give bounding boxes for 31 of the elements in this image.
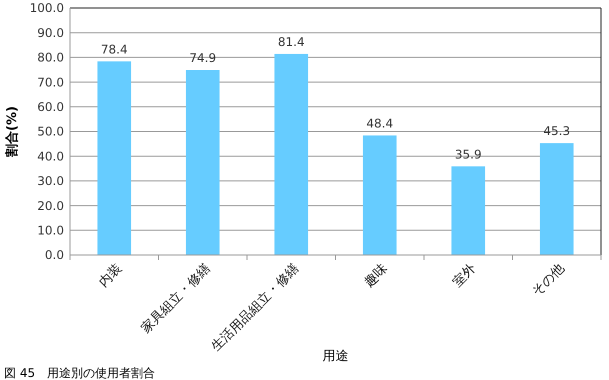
- bar: [451, 166, 486, 255]
- y-tick-label: 20.0: [37, 198, 64, 213]
- data-label: 74.9: [189, 50, 216, 65]
- bar: [362, 135, 397, 255]
- bar: [540, 143, 574, 255]
- data-label: 35.9: [454, 147, 482, 162]
- data-label: 78.4: [100, 42, 128, 56]
- bar: [97, 61, 132, 255]
- y-tick-label: 70.0: [37, 75, 64, 90]
- bar: [186, 70, 220, 255]
- x-axis-title: 用途: [322, 349, 348, 364]
- data-label: 48.4: [366, 116, 394, 130]
- y-tick-label: 50.0: [37, 124, 64, 139]
- y-tick-label: 80.0: [37, 50, 64, 65]
- x-tick-label: 内装: [96, 261, 126, 290]
- y-tick-label: 40.0: [37, 149, 64, 164]
- y-tick-label: 0.0: [44, 248, 64, 262]
- y-tick-label: 10.0: [37, 224, 64, 238]
- y-tick-label: 90.0: [37, 26, 64, 40]
- x-tick-label: 室外: [449, 260, 480, 290]
- bar: [274, 54, 308, 255]
- x-tick-label: 家具組立・修繕: [138, 260, 214, 336]
- y-tick-label: 30.0: [37, 174, 64, 188]
- y-axis-title: 割合(%): [4, 106, 20, 158]
- y-tick-label: 60.0: [37, 100, 64, 114]
- x-tick-label: 趣味: [362, 261, 391, 290]
- y-tick-label: 100.0: [30, 1, 64, 16]
- caption: 図 45 用途別の使用者割合: [4, 366, 156, 380]
- data-label: 81.4: [278, 34, 305, 49]
- data-label: 45.3: [543, 124, 570, 138]
- x-tick-label: その他: [529, 261, 568, 300]
